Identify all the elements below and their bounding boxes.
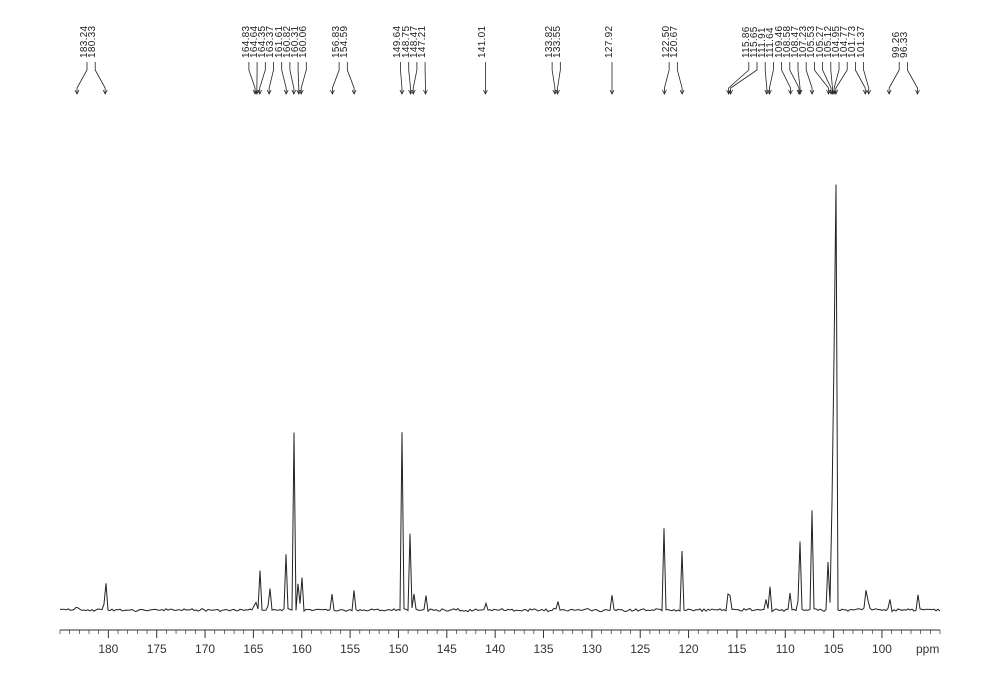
spectrum-trace — [60, 185, 940, 612]
nmr-spectrum-figure: 183.24180.33164.83164.64164.35163.37161.… — [0, 0, 984, 691]
spectrum-canvas — [0, 0, 984, 691]
